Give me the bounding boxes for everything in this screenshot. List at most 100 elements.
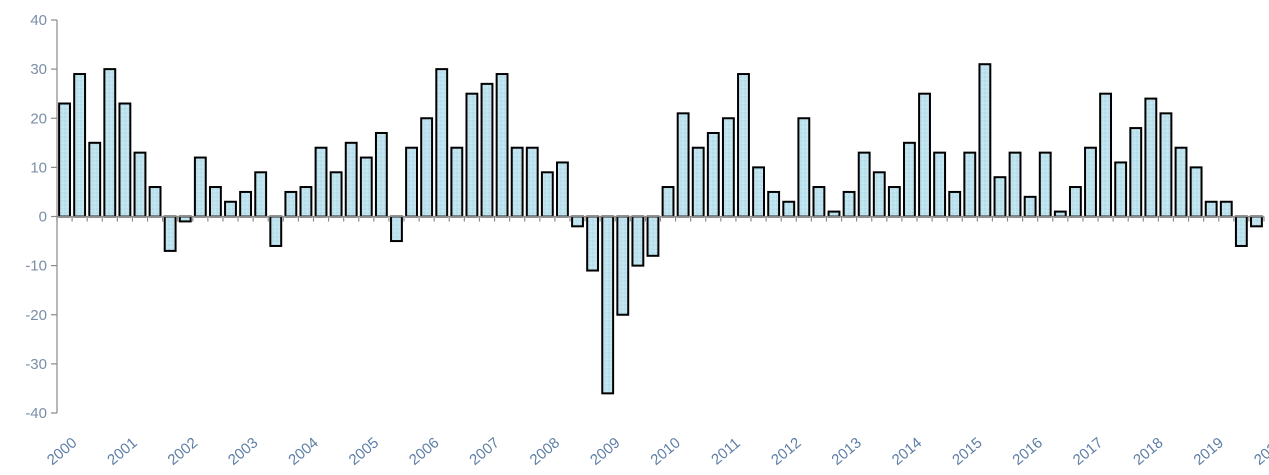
bar (1250, 215, 1263, 228)
bar (782, 200, 796, 218)
y-tick-label: 10 (30, 159, 47, 176)
bar (631, 215, 645, 267)
bar (148, 186, 162, 218)
bar (1068, 186, 1082, 218)
y-tick-label: 0 (39, 209, 47, 226)
bar (178, 215, 192, 223)
bar (208, 186, 222, 218)
bar (1159, 112, 1173, 218)
x-tick-label: 2000 (44, 434, 80, 468)
bar (390, 215, 403, 243)
bar (405, 146, 418, 218)
bar (1038, 151, 1052, 218)
x-tick-label: 2013 (828, 434, 864, 468)
bar (73, 73, 87, 218)
y-tick-label: -30 (25, 356, 47, 373)
bar (1084, 146, 1097, 218)
bar (58, 102, 71, 218)
bar (239, 190, 253, 218)
x-tick-label: 2009 (587, 434, 623, 468)
x-tick-label: 2001 (104, 434, 140, 468)
bar (269, 215, 283, 247)
bar (586, 215, 600, 272)
bar (903, 141, 916, 218)
x-tick-label: 2006 (406, 434, 442, 468)
y-tick-label: -40 (25, 405, 47, 422)
bar (571, 215, 584, 228)
bar (254, 171, 268, 218)
bar (1053, 210, 1067, 218)
bar (933, 151, 947, 218)
bar (676, 112, 690, 218)
bar (510, 146, 524, 218)
bar (495, 73, 509, 218)
bar (133, 151, 147, 218)
bar (329, 171, 343, 218)
bar (480, 82, 494, 218)
bar (299, 186, 313, 218)
y-tick-label: 30 (30, 61, 47, 78)
bars (58, 63, 1263, 395)
x-tick-label: 2007 (466, 434, 502, 468)
bar (1174, 146, 1188, 218)
bar (1219, 200, 1233, 218)
x-tick-label: 2003 (225, 434, 261, 468)
bar (661, 186, 675, 218)
bar (1114, 161, 1128, 218)
bar (797, 117, 811, 218)
bar (963, 151, 977, 218)
bar (887, 186, 901, 218)
bar (540, 171, 554, 218)
bar (827, 210, 841, 218)
y-axis: -40 -30 -20 -10 0 10 20 30 40 (25, 12, 58, 422)
bar (978, 63, 992, 218)
y-tick-label: -20 (25, 307, 47, 324)
bar (646, 215, 660, 257)
y-tick-label: -10 (25, 258, 47, 275)
bar (918, 92, 931, 218)
bar (1189, 166, 1203, 218)
x-tick-label: 2005 (346, 434, 382, 468)
x-tick-label: 2010 (647, 434, 683, 468)
bar (752, 166, 766, 218)
bar (616, 215, 630, 316)
bar (1099, 92, 1113, 218)
x-tick-label: 2002 (165, 434, 201, 468)
bar (88, 141, 102, 218)
x-tick-label: 2017 (1070, 434, 1106, 468)
x-tick-label: 2018 (1130, 434, 1166, 468)
bar (284, 190, 298, 218)
bar (435, 68, 449, 218)
x-tick-label: 2008 (527, 434, 563, 468)
x-tick-label: 2019 (1191, 434, 1227, 468)
bar (737, 73, 750, 218)
bar (948, 190, 962, 218)
bar (224, 200, 237, 218)
bar (842, 190, 856, 218)
bar (1023, 195, 1037, 218)
y-tick-label: 20 (30, 110, 47, 127)
bar (344, 141, 358, 218)
bar (103, 68, 117, 218)
bar (1234, 215, 1248, 247)
bar (374, 131, 388, 218)
bar (691, 146, 705, 218)
bar (1144, 97, 1158, 218)
y-tick-label: 40 (30, 12, 47, 29)
bar (1129, 127, 1143, 218)
bar (1008, 151, 1022, 218)
bar (118, 102, 132, 218)
bar (993, 176, 1007, 218)
x-tick-label: 2004 (285, 434, 321, 468)
x-tick-label: 2011 (708, 435, 744, 469)
bar (525, 146, 539, 218)
bar (812, 186, 826, 218)
bar (601, 215, 615, 395)
bar (359, 156, 373, 218)
bar (706, 131, 720, 218)
x-tick-label: 2012 (768, 434, 804, 468)
x-tick-label: 2020 (1251, 434, 1269, 468)
x-tick-label: 2015 (949, 434, 985, 468)
bar (420, 117, 434, 218)
